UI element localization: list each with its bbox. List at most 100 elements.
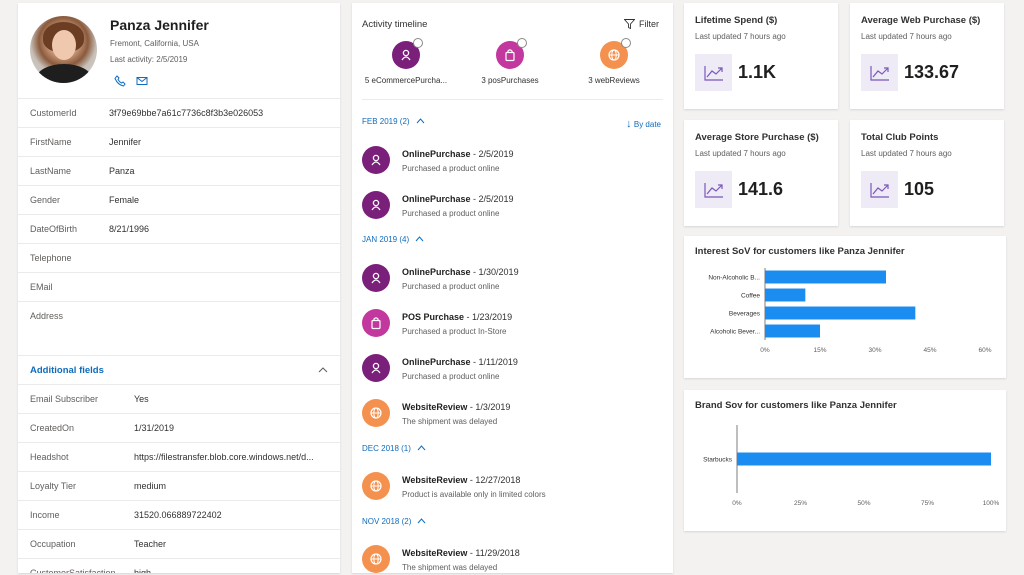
tick-label: 25% bbox=[794, 500, 807, 507]
event-title: OnlinePurchase bbox=[402, 267, 471, 277]
additional-field-row: CustomerSatisfaction high bbox=[18, 558, 340, 573]
interest-sov-chart-card: Interest SoV for customers like Panza Je… bbox=[684, 236, 1006, 378]
customer-location: Fremont, California, USA bbox=[110, 39, 199, 48]
chevron-up-icon[interactable] bbox=[416, 117, 425, 126]
category-label: Alcoholic Bever... bbox=[710, 329, 760, 336]
kpi-card: Lifetime Spend ($) Last updated 7 hours … bbox=[684, 3, 838, 109]
field-label: EMail bbox=[30, 282, 53, 292]
kpi-title: Average Store Purchase ($) bbox=[695, 132, 819, 143]
category-label: Non-Alcoholic B... bbox=[708, 275, 760, 282]
customer-name: Panza Jennifer bbox=[110, 17, 209, 33]
field-value: Female bbox=[109, 195, 140, 205]
event-description: Purchased a product online bbox=[402, 209, 500, 218]
timeline-event[interactable]: OnlinePurchase - 1/11/2019 Purchased a pr… bbox=[362, 354, 652, 384]
kpi-card: Average Web Purchase ($) Last updated 7 … bbox=[850, 3, 1004, 109]
sort-by-date-button[interactable]: ↓ By date bbox=[626, 118, 661, 130]
activity-summary-item[interactable]: 3 webReviews bbox=[564, 38, 664, 85]
additional-field-row: CreatedOn 1/31/2019 bbox=[18, 413, 340, 442]
profile-field-row: CustomerId 3f79e69bbe7a61c7736c8f3b3e0260… bbox=[18, 98, 340, 127]
tick-label: 0% bbox=[760, 347, 770, 354]
customer-profile-card: Panza Jennifer Fremont, California, USA … bbox=[18, 3, 340, 573]
timeline-group-header[interactable]: JAN 2019 (4) bbox=[362, 235, 424, 244]
activity-summary-item[interactable]: 5 eCommercePurcha... bbox=[356, 38, 456, 85]
tick-label: 30% bbox=[868, 347, 881, 354]
arrow-down-icon: ↓ bbox=[626, 118, 632, 130]
event-date: - 1/11/2019 bbox=[470, 357, 518, 367]
bag-icon bbox=[362, 309, 390, 337]
timeline-group-header[interactable]: FEB 2019 (2) bbox=[362, 117, 425, 126]
brand-sov-chart-card: Brand Sov for customers like Panza Jenni… bbox=[684, 390, 1006, 531]
timeline-event[interactable]: OnlinePurchase - 1/30/2019 Purchased a pr… bbox=[362, 264, 652, 294]
event-date: - 11/29/2018 bbox=[467, 548, 520, 558]
profile-field-row: DateOfBirth 8/21/1996 bbox=[18, 214, 340, 243]
event-title-row: WebsiteReview - 11/29/2018 bbox=[402, 548, 520, 558]
last-activity: Last activity: 2/5/2019 bbox=[110, 55, 188, 64]
timeline-event[interactable]: WebsiteReview - 12/27/2018 Product is ava… bbox=[362, 472, 652, 502]
profile-field-row: Gender Female bbox=[18, 185, 340, 214]
field-value: Teacher bbox=[134, 539, 167, 549]
event-date: - 2/5/2019 bbox=[470, 149, 514, 159]
event-title-row: WebsiteReview - 1/3/2019 bbox=[402, 402, 510, 412]
field-value: 31520.066889722402 bbox=[134, 510, 222, 520]
person-icon bbox=[362, 354, 390, 382]
bar bbox=[765, 288, 806, 302]
person-icon bbox=[362, 264, 390, 292]
event-title: OnlinePurchase bbox=[402, 194, 471, 204]
filter-button[interactable]: Filter bbox=[624, 19, 659, 29]
chevron-up-icon[interactable] bbox=[417, 517, 426, 526]
tick-label: 0% bbox=[732, 500, 742, 507]
event-date: - 2/5/2019 bbox=[470, 194, 514, 204]
timeline-event[interactable]: OnlinePurchase - 2/5/2019 Purchased a pro… bbox=[362, 191, 652, 221]
timeline-event[interactable]: WebsiteReview - 1/3/2019 The shipment was… bbox=[362, 399, 652, 429]
event-description: Purchased a product In-Store bbox=[402, 327, 507, 336]
group-label: FEB 2019 (2) bbox=[362, 117, 410, 126]
chevron-up-icon[interactable] bbox=[415, 235, 424, 244]
kpi-updated: Last updated 7 hours ago bbox=[695, 32, 786, 41]
kpi-updated: Last updated 7 hours ago bbox=[695, 149, 786, 158]
sort-label: By date bbox=[633, 120, 661, 129]
field-value: https://filestransfer.blob.core.windows.… bbox=[134, 452, 314, 462]
check-icon bbox=[517, 38, 527, 48]
timeline-event[interactable]: POS Purchase - 1/23/2019 Purchased a prod… bbox=[362, 309, 652, 339]
timeline-group-header[interactable]: NOV 2018 (2) bbox=[362, 517, 426, 526]
field-label: Headshot bbox=[30, 452, 69, 462]
phone-icon[interactable] bbox=[114, 75, 126, 87]
email-icon[interactable] bbox=[136, 75, 148, 87]
chevron-up-icon[interactable] bbox=[318, 365, 328, 375]
category-label: Coffee bbox=[741, 293, 760, 300]
tick-label: 75% bbox=[921, 500, 934, 507]
additional-field-row: Email Subscriber Yes bbox=[18, 384, 340, 413]
person-icon bbox=[392, 38, 423, 69]
field-label: CreatedOn bbox=[30, 423, 75, 433]
chevron-up-icon[interactable] bbox=[417, 444, 426, 453]
additional-fields-header[interactable]: Additional fields bbox=[18, 355, 340, 384]
bar bbox=[765, 306, 916, 320]
field-value: Jennifer bbox=[109, 137, 142, 147]
profile-field-row: FirstName Jennifer bbox=[18, 127, 340, 156]
additional-fields: Email Subscriber Yes CreatedOn 1/31/2019 Hea… bbox=[18, 384, 340, 573]
profile-field-row: Telephone bbox=[18, 243, 340, 272]
bag-icon bbox=[496, 38, 527, 69]
check-icon bbox=[621, 38, 631, 48]
activity-timeline-card: Activity timeline Filter 5 eCommercePurc… bbox=[352, 3, 673, 573]
event-description: Purchased a product online bbox=[402, 164, 500, 173]
summary-label: 3 posPurchases bbox=[481, 76, 539, 85]
field-label: Address bbox=[30, 311, 64, 321]
timeline-event[interactable]: OnlinePurchase - 2/5/2019 Purchased a pro… bbox=[362, 146, 652, 176]
event-title: POS Purchase bbox=[402, 312, 465, 322]
profile-field-row: Address bbox=[18, 301, 340, 330]
event-description: Purchased a product online bbox=[402, 372, 500, 381]
field-value: Yes bbox=[134, 394, 149, 404]
timeline-group-header[interactable]: DEC 2018 (1) bbox=[362, 444, 426, 453]
event-description: The shipment was delayed bbox=[402, 417, 498, 426]
kpi-card: Average Store Purchase ($) Last updated … bbox=[684, 120, 838, 226]
additional-field-row: Occupation Teacher bbox=[18, 529, 340, 558]
kpi-updated: Last updated 7 hours ago bbox=[861, 32, 952, 41]
profile-fields: CustomerId 3f79e69bbe7a61c7736c8f3b3e0260… bbox=[18, 98, 340, 330]
timeline-event[interactable]: WebsiteReview - 11/29/2018 The shipment w… bbox=[362, 545, 652, 573]
event-title: WebsiteReview bbox=[402, 402, 468, 412]
tick-label: 60% bbox=[978, 347, 991, 354]
activity-summary-item[interactable]: 3 posPurchases bbox=[460, 38, 560, 85]
event-date: - 12/27/2018 bbox=[467, 475, 521, 485]
person-icon bbox=[362, 146, 390, 174]
